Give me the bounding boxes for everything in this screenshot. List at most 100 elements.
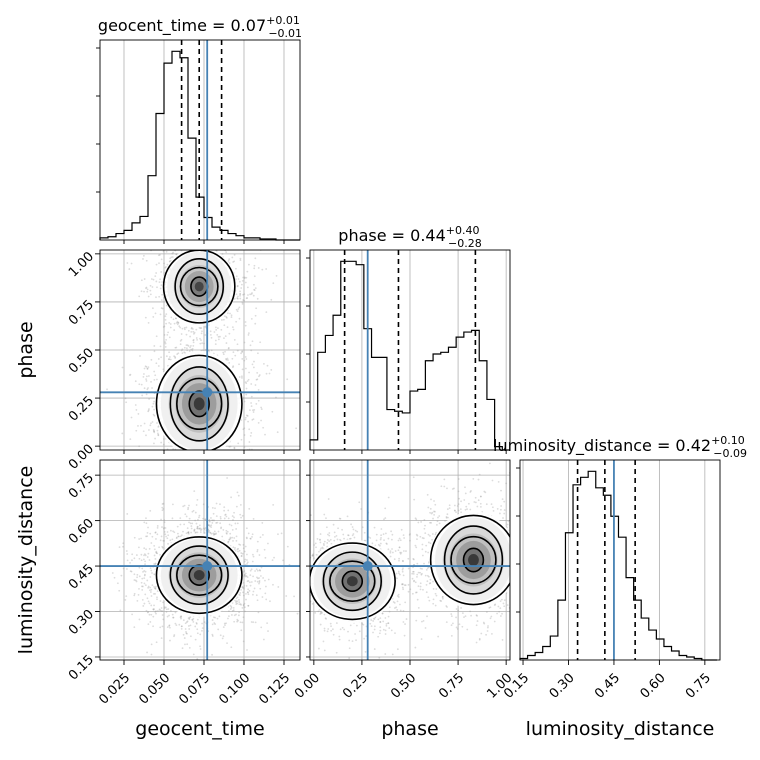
- scatter-point: [159, 345, 162, 348]
- scatter-point: [173, 531, 176, 534]
- density-level: [193, 397, 205, 411]
- scatter-point: [212, 243, 214, 245]
- scatter-point: [491, 479, 494, 482]
- scatter-point: [220, 526, 223, 529]
- scatter-point: [434, 503, 437, 506]
- scatter-point: [242, 547, 245, 550]
- scatter-point: [174, 248, 176, 250]
- scatter-point: [140, 290, 143, 293]
- scatter-point: [235, 267, 237, 270]
- scatter-point: [427, 551, 430, 554]
- scatter-point: [154, 558, 157, 560]
- scatter-point: [210, 349, 213, 352]
- scatter-point: [161, 545, 164, 548]
- scatter-point: [244, 572, 247, 575]
- scatter-point: [335, 622, 338, 624]
- scatter-point: [158, 281, 161, 283]
- scatter-point: [240, 554, 243, 557]
- scatter-point: [196, 632, 199, 635]
- scatter-point: [230, 614, 233, 616]
- scatter-point: [226, 245, 228, 247]
- scatter-point: [244, 418, 247, 421]
- scatter-point: [173, 355, 176, 358]
- scatter-point: [226, 326, 229, 329]
- scatter-point: [209, 525, 211, 528]
- scatter-point: [257, 352, 259, 355]
- scatter-point: [177, 322, 180, 324]
- scatter-point: [193, 218, 195, 220]
- scatter-point: [236, 548, 239, 551]
- scatter-point: [202, 240, 204, 242]
- scatter-point: [175, 475, 177, 477]
- scatter-point: [258, 569, 261, 571]
- scatter-point: [259, 569, 262, 572]
- scatter-point: [223, 243, 225, 245]
- scatter-point: [213, 486, 215, 488]
- scatter-point: [165, 535, 167, 538]
- scatter-point: [250, 432, 253, 434]
- scatter-point: [476, 505, 479, 508]
- scatter-point: [266, 622, 269, 625]
- scatter-point: [219, 634, 222, 637]
- scatter-point: [173, 322, 176, 325]
- scatter-point: [183, 452, 185, 454]
- scatter-point: [150, 278, 153, 280]
- scatter-point: [203, 245, 205, 247]
- scatter-point: [212, 534, 215, 536]
- scatter-point: [241, 621, 244, 624]
- scatter-point: [231, 536, 234, 539]
- scatter-point: [226, 642, 228, 645]
- scatter-point: [143, 521, 146, 524]
- scatter-point: [183, 247, 185, 249]
- scatter-point: [252, 294, 255, 297]
- scatter-point: [158, 608, 161, 611]
- scatter-point: [507, 520, 510, 523]
- scatter-point: [199, 645, 202, 648]
- scatter-point: [254, 384, 257, 386]
- scatter-point: [228, 222, 230, 224]
- scatter-point: [122, 545, 124, 548]
- scatter-point: [232, 365, 235, 368]
- scatter-point: [246, 580, 249, 583]
- scatter-point: [260, 244, 262, 246]
- scatter-point: [210, 452, 212, 454]
- scatter-point: [203, 532, 206, 534]
- scatter-point: [243, 606, 246, 609]
- scatter-point: [180, 625, 183, 628]
- scatter-point: [432, 587, 435, 590]
- scatter-point: [153, 431, 156, 434]
- scatter-point: [270, 369, 273, 371]
- scatter-point: [248, 589, 251, 592]
- scatter-point: [242, 591, 244, 594]
- scatter-point: [221, 234, 223, 236]
- scatter-point: [241, 586, 244, 589]
- scatter-point: [160, 441, 163, 444]
- scatter-point: [256, 569, 259, 572]
- scatter-point: [236, 343, 239, 346]
- scatter-point: [319, 613, 322, 615]
- scatter-point: [219, 503, 221, 506]
- scatter-point: [186, 344, 189, 347]
- scatter-point: [223, 517, 226, 520]
- scatter-point: [461, 625, 464, 628]
- scatter-point: [143, 387, 146, 390]
- density-level: [194, 281, 204, 292]
- scatter-point: [248, 428, 251, 431]
- scatter-point: [227, 347, 230, 349]
- scatter-point: [216, 521, 219, 524]
- scatter-point: [182, 247, 184, 249]
- scatter-point: [245, 575, 248, 577]
- scatter-point: [160, 535, 163, 538]
- scatter-point: [218, 247, 220, 249]
- scatter-point: [184, 643, 186, 646]
- scatter-point: [150, 613, 153, 616]
- scatter-point: [128, 268, 131, 270]
- scatter-point: [162, 601, 164, 604]
- scatter-point: [151, 584, 154, 587]
- scatter-point: [184, 628, 187, 630]
- scatter-point: [246, 297, 249, 299]
- scatter-point: [173, 491, 175, 493]
- scatter-point: [170, 316, 173, 319]
- scatter-point: [246, 270, 249, 273]
- scatter-point: [251, 536, 253, 538]
